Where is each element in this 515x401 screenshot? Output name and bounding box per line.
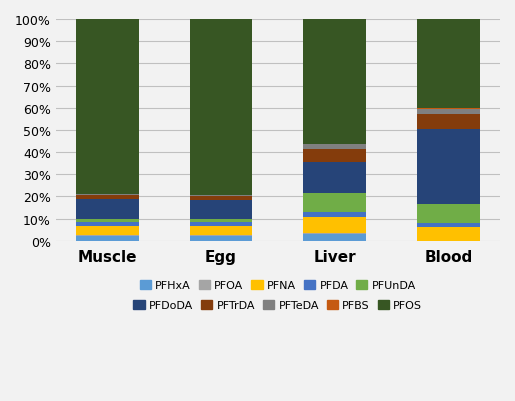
Bar	[76, 20, 139, 195]
Bar	[76, 199, 139, 219]
Bar	[303, 213, 366, 218]
Bar	[190, 197, 252, 200]
Bar	[417, 20, 480, 108]
Bar	[76, 219, 139, 222]
Bar	[417, 109, 480, 115]
Bar	[303, 163, 366, 194]
Bar	[76, 222, 139, 227]
Bar	[76, 196, 139, 199]
Bar	[76, 236, 139, 237]
Bar	[417, 115, 480, 130]
Bar	[303, 235, 366, 241]
Bar	[190, 236, 252, 237]
Bar	[190, 227, 252, 236]
Bar	[417, 108, 480, 109]
Bar	[190, 219, 252, 222]
Bar	[303, 233, 366, 235]
Bar	[417, 130, 480, 205]
Bar	[76, 195, 139, 196]
Bar	[417, 223, 480, 228]
Bar	[417, 228, 480, 241]
Bar	[76, 237, 139, 241]
Bar	[190, 196, 252, 197]
Bar	[303, 20, 366, 145]
Bar	[76, 227, 139, 236]
Bar	[190, 200, 252, 219]
Bar	[303, 149, 366, 163]
Bar	[190, 20, 252, 196]
Bar	[303, 218, 366, 233]
Bar	[303, 145, 366, 149]
Legend: PFDoDA, PFTrDA, PFTeDA, PFBS, PFOS: PFDoDA, PFTrDA, PFTeDA, PFBS, PFOS	[129, 296, 427, 315]
Bar	[190, 237, 252, 241]
Bar	[190, 222, 252, 227]
Bar	[303, 194, 366, 213]
Bar	[417, 205, 480, 223]
